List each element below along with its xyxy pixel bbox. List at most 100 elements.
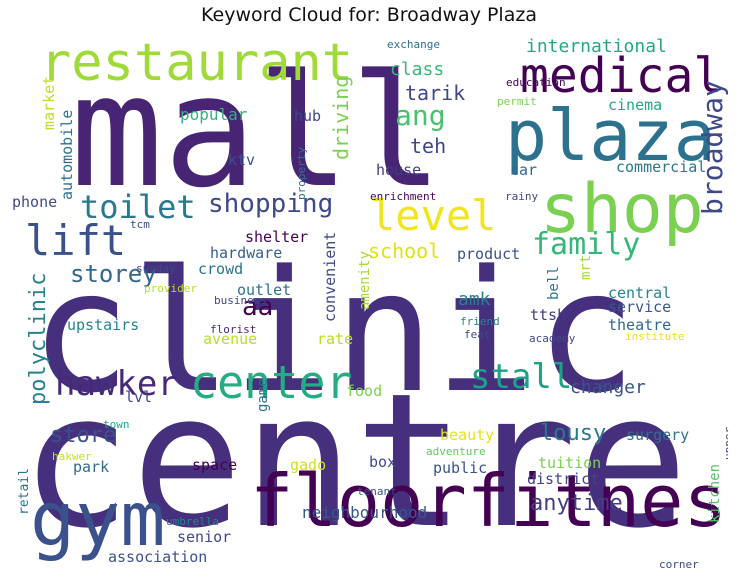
word-feat: feat [464,328,491,341]
word-central: central [608,284,671,302]
word-clinic: clinic [30,234,637,430]
word-district: district [527,470,599,488]
word-park: park [73,458,109,476]
word-toilet: toilet [80,188,196,226]
word-automobile: automobile [58,110,76,200]
word-family: family [532,227,640,262]
word-rate: rate [317,330,353,348]
word-class: class [390,59,444,80]
word-academy: academy [529,332,576,345]
word-mall: mall [70,41,443,222]
word-tarik: tarik [405,81,465,105]
word-medical: medical [520,48,722,104]
word-upper: upper [722,427,728,460]
word-hub: hub [294,107,321,125]
word-kio: kio [600,380,620,393]
word-driving: driving [329,76,353,160]
word-avenue: avenue [203,330,257,348]
word-ttsh: ttsh [530,306,566,324]
word-lousy: lousy [540,421,606,446]
word-education: education [506,76,566,89]
word-sunday: sunday [136,262,176,275]
word-upstairs: upstairs [67,316,139,334]
word-cinema: cinema [608,96,662,114]
word-commercial: commercial [616,158,706,176]
word-mrt: mrt [578,255,594,280]
word-cloud: centreclinicmallfloorfitnessgymplazashop… [12,33,728,571]
word-storey: storey [70,260,157,288]
word-hakwer: hakwer [52,450,92,463]
word-exchange: exchange [387,38,440,51]
word-floorfitness: floorfitness [250,459,728,543]
word-level: level [370,191,496,240]
word-permit: permit [497,95,537,108]
word-aa: aa [242,292,273,322]
word-product: product [457,245,520,263]
word-surgery: surgery [626,426,689,444]
word-theatre: theatre [608,316,671,334]
word-house: house [376,161,421,179]
word-kitchen: kitchen [707,464,723,523]
word-changer: changer [570,377,646,398]
word-school: school [368,239,440,263]
word-tcm: tcm [130,218,150,231]
word-service: service [608,298,671,316]
word-amenity: amenity [357,251,373,310]
word-stall: stall [470,357,572,397]
word-phone: phone [12,193,57,211]
word-shopping: shopping [208,189,333,219]
word-lift: lift [25,216,126,265]
word-florist: florist [210,323,256,336]
word-corner: corner [659,558,699,571]
word-broadway: broadway [696,80,728,215]
word-business: business [214,294,267,307]
word-property: property [295,147,308,200]
word-ktv: ktv [228,151,255,169]
word-adventure: adventure [426,445,486,458]
word-anytime: anytime [530,491,623,516]
word-gym: gym [30,475,165,563]
word-market: market [40,76,58,130]
word-institute: institute [625,330,685,343]
word-food: food [346,382,382,400]
word-convenient: convenient [321,232,339,322]
word-senior: senior [177,528,231,546]
chart-title: Keyword Cloud for: Broadway Plaza [201,4,537,26]
word-gado: gado [290,456,326,474]
word-car: car [510,161,537,179]
word-space: space [192,456,237,474]
word-shop: shop [540,170,704,249]
word-rainy: rainy [505,190,538,203]
word-hawker: hawker [55,364,178,404]
word-international: international [526,36,667,57]
word-beauty: beauty [440,426,494,444]
word-game: game [255,378,271,412]
word-lvl: lvl [125,388,152,406]
word-neighbourhood: neighbourhood [302,503,427,522]
word-polyclinic: polyclinic [26,273,51,405]
word-popular: popular [180,105,248,124]
word-box: box [369,453,396,471]
word-restaurant: restaurant [40,33,353,93]
word-town: town [103,418,130,431]
word-plaza: plaza [505,95,716,177]
word-hardware: hardware [210,244,282,262]
word-outlet: outlet [237,281,291,299]
word-teh: teh [410,134,446,158]
word-ang: ang [395,99,446,132]
word-bell: bell [546,266,562,300]
word-public: public [433,459,487,477]
word-enrichment: enrichment [370,190,436,203]
word-umbrella: umbrella [166,515,219,528]
word-shelter: shelter [245,228,308,246]
word-amk: amk [458,289,491,310]
word-provider: provider [144,282,197,295]
word-crowd: crowd [198,260,243,278]
word-friend: friend [460,315,500,328]
word-store: store [50,423,116,448]
word-center: center [190,356,353,409]
word-tenant: tenant [357,485,397,498]
word-centre: centre [20,353,688,569]
word-retail: retail [17,468,32,515]
word-tuition: tuition [538,454,601,472]
